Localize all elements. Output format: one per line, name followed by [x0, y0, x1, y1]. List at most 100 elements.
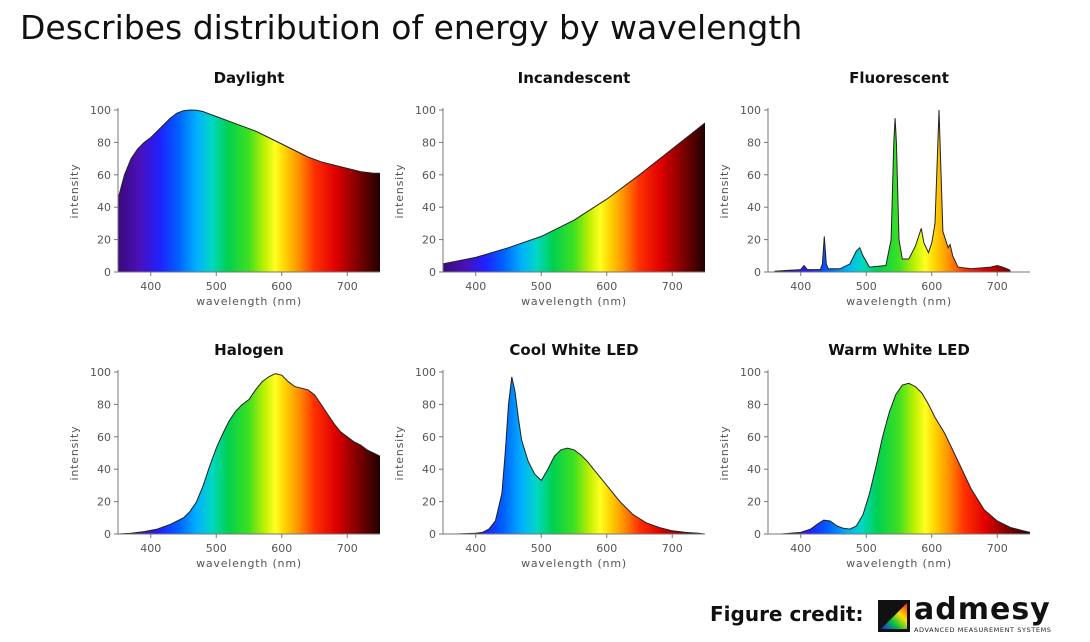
y-tick-label: 100	[415, 104, 436, 117]
x-tick-label: 500	[856, 280, 877, 293]
y-tick-label: 0	[104, 266, 111, 279]
chart-title: Cool White LED	[509, 341, 638, 359]
x-tick-label: 600	[271, 280, 292, 293]
y-axis-label: intensity	[393, 164, 406, 219]
chart-title: Incandescent	[518, 69, 631, 87]
spectrum-area	[781, 383, 1030, 534]
chart-incandescent: Incandescent 0 20 40 60 80 100 400 500 600 700 wave…	[393, 69, 706, 308]
y-axis-label: intensity	[393, 426, 406, 481]
x-tick-label: 400	[465, 542, 486, 555]
spectrum-line	[117, 109, 380, 200]
figure-credit-label: Figure credit:	[710, 602, 864, 626]
y-tick-label: 40	[97, 463, 111, 476]
logo-wordmark: admesy	[914, 592, 1051, 627]
y-tick-label: 80	[747, 398, 761, 411]
x-tick-label: 600	[921, 542, 942, 555]
x-tick-label: 500	[206, 280, 227, 293]
x-tick-label: 500	[531, 542, 552, 555]
x-axis-label: wavelength (nm)	[521, 557, 627, 570]
y-tick-label: 60	[422, 431, 436, 444]
x-tick-label: 400	[790, 542, 811, 555]
y-tick-label: 80	[97, 136, 111, 149]
x-tick-label: 400	[140, 542, 161, 555]
x-axis-label: wavelength (nm)	[846, 557, 952, 570]
y-tick-label: 80	[422, 136, 436, 149]
page-title: Describes distribution of energy by wave…	[20, 8, 803, 47]
x-tick-label: 700	[337, 542, 358, 555]
chart-fluorescent: Fluorescent 0 20 40 60 80 100 400 500 600 700 wavel…	[718, 69, 1030, 308]
spectrum-area	[118, 373, 380, 534]
y-tick-label: 20	[747, 234, 761, 247]
chart-halogen: Halogen 0 20 40 60 80 100 400 500 600 700 wavelengt…	[68, 341, 381, 570]
chart-daylight: Daylight 0 20 40 60 80 100 400 500 600 700 waveleng…	[68, 69, 380, 308]
x-axis-label: wavelength (nm)	[846, 295, 952, 308]
chart-title: Halogen	[214, 341, 284, 359]
y-tick-label: 60	[422, 169, 436, 182]
x-tick-label: 500	[531, 280, 552, 293]
logo-tagline: ADVANCED MEASUREMENT SYSTEMS	[914, 626, 1052, 634]
x-tick-label: 600	[596, 542, 617, 555]
y-tick-label: 0	[429, 266, 436, 279]
spectrum-line	[117, 373, 381, 535]
spectrum-line	[781, 382, 1031, 535]
y-tick-label: 40	[747, 463, 761, 476]
y-tick-label: 20	[97, 234, 111, 247]
y-tick-label: 100	[740, 366, 761, 379]
x-tick-label: 400	[140, 280, 161, 293]
y-tick-label: 100	[90, 104, 111, 117]
y-tick-label: 40	[422, 463, 436, 476]
x-tick-label: 700	[662, 280, 683, 293]
y-tick-label: 60	[747, 431, 761, 444]
spectrum-line	[456, 376, 706, 535]
x-tick-label: 700	[337, 280, 358, 293]
chart-title: Warm White LED	[828, 341, 970, 359]
y-axis-label: intensity	[718, 164, 731, 219]
y-axis-label: intensity	[68, 426, 81, 481]
x-tick-label: 600	[271, 542, 292, 555]
chart-warm-white-led: Warm White LED 0 20 40 60 80 100 400 500 600 700 wa…	[718, 341, 1031, 570]
y-tick-label: 0	[429, 528, 436, 541]
x-tick-label: 500	[206, 542, 227, 555]
admesy-logo-icon	[878, 600, 910, 632]
x-axis-label: wavelength (nm)	[521, 295, 627, 308]
y-tick-label: 40	[747, 201, 761, 214]
y-tick-label: 20	[97, 496, 111, 509]
chart-title: Daylight	[214, 69, 285, 87]
spectrum-line	[774, 109, 1011, 272]
spectrum-area	[456, 376, 705, 534]
y-tick-label: 0	[104, 528, 111, 541]
x-tick-label: 700	[662, 542, 683, 555]
y-tick-label: 20	[422, 234, 436, 247]
y-tick-label: 60	[97, 431, 111, 444]
chart-cool-white-led: Cool White LED 0 20 40 60 80 100 400 500 600 700 wa…	[393, 341, 706, 570]
y-tick-label: 100	[740, 104, 761, 117]
spectrum-line	[442, 122, 706, 265]
x-axis-label: wavelength (nm)	[196, 295, 302, 308]
y-tick-label: 20	[422, 496, 436, 509]
y-tick-label: 0	[754, 266, 761, 279]
y-tick-label: 80	[97, 398, 111, 411]
spectrum-area	[443, 123, 705, 272]
x-tick-label: 400	[465, 280, 486, 293]
y-tick-label: 0	[754, 528, 761, 541]
chart-title: Fluorescent	[849, 69, 949, 87]
x-tick-label: 400	[790, 280, 811, 293]
x-tick-label: 700	[987, 542, 1008, 555]
x-tick-label: 600	[921, 280, 942, 293]
y-tick-label: 60	[97, 169, 111, 182]
y-axis-label: intensity	[68, 164, 81, 219]
y-tick-label: 80	[747, 136, 761, 149]
y-tick-label: 100	[90, 366, 111, 379]
x-tick-label: 500	[856, 542, 877, 555]
y-tick-label: 20	[747, 496, 761, 509]
admesy-logo: admesy ADVANCED MEASUREMENT SYSTEMS	[878, 592, 1078, 638]
spectrum-area	[118, 110, 380, 272]
y-tick-label: 60	[747, 169, 761, 182]
y-axis-label: intensity	[718, 426, 731, 481]
x-axis-label: wavelength (nm)	[196, 557, 302, 570]
x-tick-label: 700	[987, 280, 1008, 293]
y-tick-label: 40	[97, 201, 111, 214]
y-tick-label: 100	[415, 366, 436, 379]
y-tick-label: 80	[422, 398, 436, 411]
